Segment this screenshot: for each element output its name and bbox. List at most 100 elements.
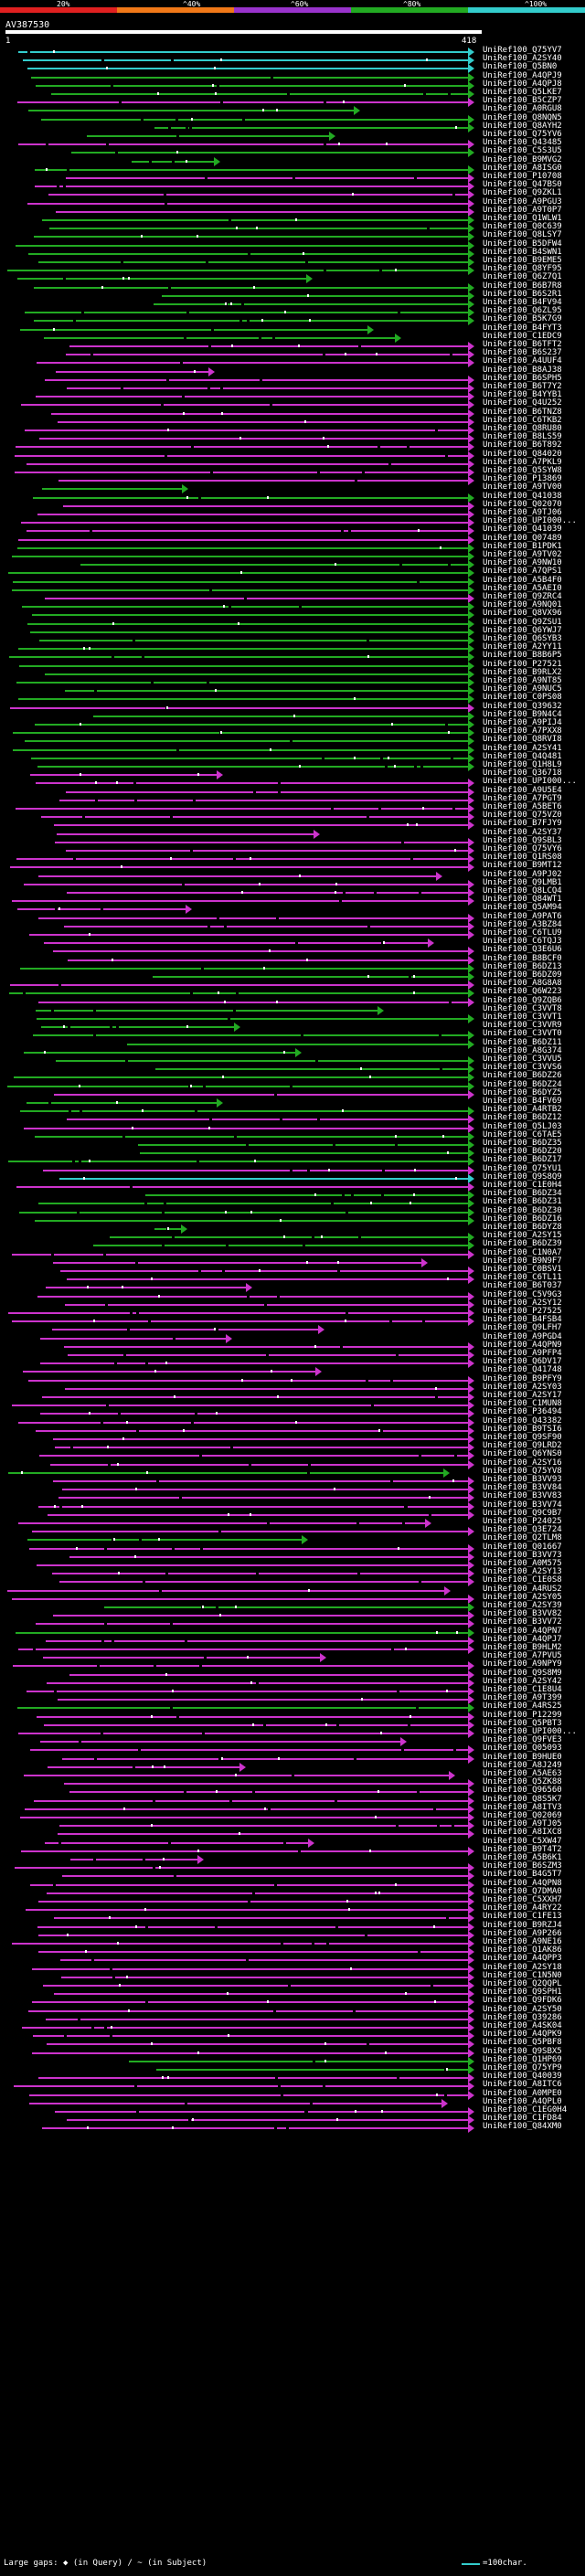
- hit-alignment[interactable]: [0, 1988, 483, 1999]
- hit-label[interactable]: UniRef100_Q84XM0: [483, 2122, 562, 2132]
- hit-alignment[interactable]: [0, 703, 483, 713]
- hit-alignment[interactable]: [0, 1636, 483, 1646]
- hit-alignment[interactable]: [0, 1660, 483, 1671]
- hit-label[interactable]: UniRef100_B9MT12: [483, 861, 562, 871]
- hit-label[interactable]: UniRef100_A4UUF4: [483, 356, 562, 366]
- hit-alignment[interactable]: [0, 2039, 483, 2050]
- hit-label[interactable]: UniRef100_Q39632: [483, 701, 562, 711]
- hit-label[interactable]: UniRef100_Q9LFH7: [483, 1323, 562, 1333]
- hit-label[interactable]: UniRef100_C1E0S8: [483, 1575, 562, 1585]
- hit-label[interactable]: UniRef100_C6TQJ3: [483, 937, 562, 947]
- hit-alignment[interactable]: [0, 1266, 483, 1276]
- hit-label[interactable]: UniRef100_A8ISG0: [483, 163, 562, 173]
- hit-label[interactable]: UniRef100_Q5LKE7: [483, 88, 562, 97]
- hit-alignment[interactable]: [0, 1249, 483, 1259]
- hit-label[interactable]: UniRef100_Q1WLW1: [483, 214, 562, 223]
- hit-alignment[interactable]: [0, 1341, 483, 1352]
- hit-alignment[interactable]: [0, 207, 483, 217]
- hit-label[interactable]: UniRef100_A4RS25: [483, 1701, 562, 1712]
- hit-label[interactable]: UniRef100_B6DZ13: [483, 961, 562, 971]
- hit-alignment[interactable]: [0, 231, 483, 242]
- hit-label[interactable]: UniRef100_A9PJ02: [483, 869, 562, 879]
- hit-alignment[interactable]: [0, 1720, 483, 1730]
- hit-label[interactable]: UniRef100_A9P266: [483, 1928, 562, 1938]
- hit-label[interactable]: UniRef100_A2SY37: [483, 827, 562, 837]
- hit-label[interactable]: UniRef100_B4SWN1: [483, 247, 562, 257]
- hit-alignment[interactable]: [0, 349, 483, 360]
- hit-label[interactable]: UniRef100_B6B7R8: [483, 281, 562, 291]
- hit-label[interactable]: UniRef100_Q05093: [483, 1744, 562, 1754]
- hit-label[interactable]: UniRef100_B8B6P5: [483, 651, 562, 661]
- hit-alignment[interactable]: [0, 1602, 483, 1612]
- hit-label[interactable]: UniRef100_C6TKB2: [483, 415, 562, 425]
- hit-label[interactable]: UniRef100_Q75YP9: [483, 2063, 562, 2072]
- hit-alignment[interactable]: [0, 1838, 483, 1848]
- hit-alignment[interactable]: [0, 1324, 483, 1335]
- hit-label[interactable]: UniRef100_Q9SBX5: [483, 2046, 562, 2056]
- hit-label[interactable]: UniRef100_P27525: [483, 1307, 562, 1316]
- hit-label[interactable]: UniRef100_Q02070: [483, 499, 562, 509]
- hit-alignment[interactable]: [0, 1534, 483, 1545]
- hit-label[interactable]: UniRef100_Q9ZSU1: [483, 617, 562, 627]
- hit-alignment[interactable]: [0, 795, 483, 805]
- hit-alignment[interactable]: [0, 451, 483, 461]
- hit-alignment[interactable]: [0, 189, 483, 200]
- hit-label[interactable]: UniRef100_B6DZ11: [483, 1037, 562, 1047]
- hit-label[interactable]: UniRef100_Q75YU1: [483, 1163, 562, 1173]
- hit-label[interactable]: UniRef100_Q0C639: [483, 222, 562, 232]
- hit-label[interactable]: UniRef100_P10708: [483, 172, 562, 181]
- hit-alignment[interactable]: [0, 1678, 483, 1688]
- hit-alignment[interactable]: [0, 1274, 483, 1285]
- hit-label[interactable]: UniRef100_A5B4F0: [483, 575, 562, 585]
- hit-label[interactable]: UniRef100_Q8LSY7: [483, 230, 562, 240]
- hit-alignment[interactable]: [0, 787, 483, 797]
- hit-label[interactable]: UniRef100_A2SY40: [483, 54, 562, 64]
- hit-label[interactable]: UniRef100_B9N4C4: [483, 709, 562, 719]
- hit-alignment[interactable]: [0, 1786, 483, 1797]
- hit-alignment[interactable]: [0, 610, 483, 620]
- hit-label[interactable]: UniRef100_A8G374: [483, 1045, 562, 1055]
- hit-label[interactable]: UniRef100_A9PGU3: [483, 196, 562, 207]
- hit-label[interactable]: UniRef100_A7PXX8: [483, 726, 562, 737]
- hit-label[interactable]: UniRef100_P27521: [483, 659, 562, 669]
- hit-alignment[interactable]: [0, 643, 483, 654]
- hit-alignment[interactable]: [0, 1610, 483, 1621]
- hit-label[interactable]: UniRef100_B9PFY9: [483, 1373, 562, 1383]
- hit-label[interactable]: UniRef100_Q5PBT3: [483, 1718, 562, 1728]
- hit-alignment[interactable]: [0, 1182, 483, 1192]
- hit-label[interactable]: UniRef100_B6T7Y2: [483, 382, 562, 391]
- hit-label[interactable]: UniRef100_Q96560: [483, 1786, 562, 1796]
- hit-alignment[interactable]: [0, 669, 483, 679]
- hit-alignment[interactable]: [0, 1552, 483, 1562]
- hit-alignment[interactable]: [0, 871, 483, 881]
- hit-label[interactable]: UniRef100_A2SY39: [483, 1601, 562, 1610]
- hit-label[interactable]: UniRef100_B4FV69: [483, 1097, 562, 1106]
- hit-alignment[interactable]: [0, 1594, 483, 1604]
- hit-alignment[interactable]: [0, 147, 483, 158]
- hit-alignment[interactable]: [0, 483, 483, 494]
- hit-alignment[interactable]: [0, 223, 483, 234]
- hit-alignment[interactable]: [0, 265, 483, 276]
- hit-label[interactable]: UniRef100_A8ITV3: [483, 1802, 562, 1812]
- hit-label[interactable]: UniRef100_Q4U252: [483, 398, 562, 408]
- hit-alignment[interactable]: [0, 551, 483, 561]
- hit-alignment[interactable]: [0, 1880, 483, 1890]
- hit-label[interactable]: UniRef100_Q6YNS0: [483, 1449, 562, 1459]
- hit-alignment[interactable]: [0, 1400, 483, 1411]
- hit-alignment[interactable]: [0, 1946, 483, 1957]
- hit-label[interactable]: UniRef100_Q8RVI8: [483, 735, 562, 745]
- hit-alignment[interactable]: [0, 475, 483, 486]
- hit-label[interactable]: UniRef100_B9EME5: [483, 256, 562, 265]
- hit-alignment[interactable]: [0, 1198, 483, 1209]
- hit-label[interactable]: UniRef100_B6DZ20: [483, 1147, 562, 1157]
- hit-label[interactable]: UniRef100_Q40039: [483, 2072, 562, 2082]
- hit-alignment[interactable]: [0, 509, 483, 519]
- hit-label[interactable]: UniRef100_Q6W223: [483, 987, 562, 997]
- hit-label[interactable]: UniRef100_B9HLM2: [483, 1643, 562, 1652]
- hit-alignment[interactable]: [0, 80, 483, 90]
- hit-alignment[interactable]: [0, 1820, 483, 1831]
- hit-alignment[interactable]: [0, 1770, 483, 1780]
- hit-alignment[interactable]: [0, 745, 483, 755]
- hit-label[interactable]: UniRef100_B6DZ24: [483, 1079, 562, 1089]
- hit-alignment[interactable]: [0, 753, 483, 763]
